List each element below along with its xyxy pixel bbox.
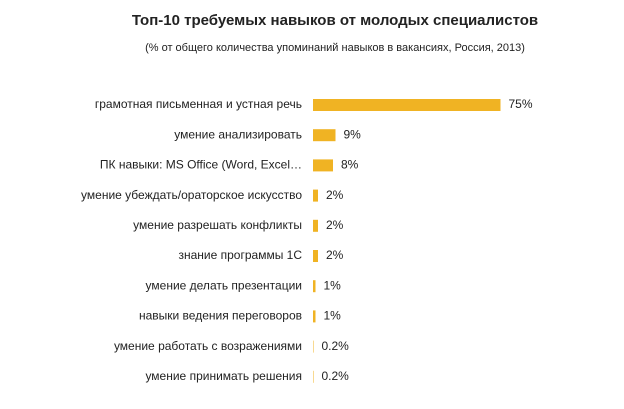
category-label: навыки ведения переговоров: [139, 309, 302, 323]
bar: [313, 99, 501, 111]
category-label: умение убеждать/ораторское искусство: [81, 188, 302, 202]
category-label: умение работать с возражениями: [114, 339, 302, 353]
bar: [313, 280, 316, 293]
category-label: знание программы 1С: [178, 248, 302, 262]
bar: [313, 159, 333, 172]
bar: [313, 250, 318, 262]
value-label: 8%: [341, 158, 359, 172]
chart-subtitle: (% от общего количества упоминаний навык…: [145, 42, 525, 54]
category-label: умение делать презентации: [146, 278, 302, 292]
value-label: 1%: [324, 309, 342, 323]
value-label: 1%: [324, 278, 342, 292]
value-label: 0.2%: [322, 339, 350, 353]
category-label: умение принимать решения: [145, 369, 302, 383]
value-label: 0.2%: [322, 369, 350, 383]
bar: [313, 189, 318, 202]
value-label: 2%: [326, 248, 344, 262]
bar: [313, 219, 318, 232]
chart-title: Топ-10 требуемых навыков от молодых спец…: [132, 12, 538, 29]
category-label: ПК навыки: MS Office (Word, Excel…: [100, 158, 302, 172]
value-label: 9%: [344, 127, 362, 141]
value-label: 75%: [509, 97, 533, 111]
bar: [313, 340, 314, 353]
bar: [313, 310, 316, 323]
category-label: умение разрешать конфликты: [133, 218, 302, 232]
value-label: 2%: [326, 188, 344, 202]
category-label: грамотная письменная и устная речь: [95, 97, 302, 111]
value-label: 2%: [326, 218, 344, 232]
bar: [313, 129, 336, 142]
bar: [313, 370, 314, 383]
category-label: умение анализировать: [174, 127, 302, 141]
